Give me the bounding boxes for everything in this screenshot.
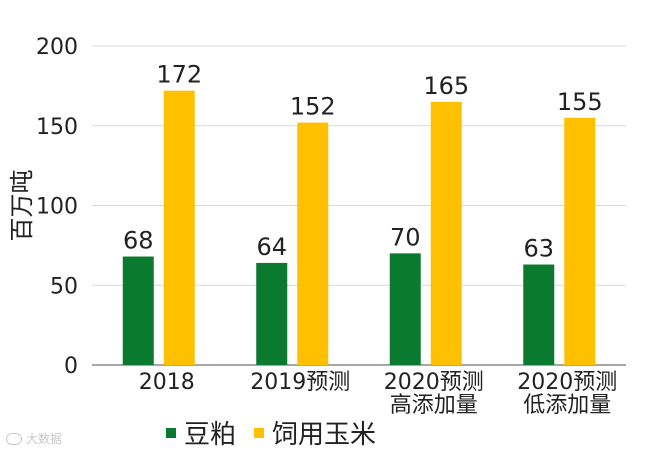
- legend-label-soymeal: 豆粕: [184, 420, 237, 450]
- legend-swatch-soymeal: [166, 427, 176, 438]
- y-tick-label-50: 50: [50, 274, 78, 299]
- y-axis-label: 百万吨: [8, 170, 36, 242]
- legend-item-soymeal: 豆粕: [166, 414, 236, 451]
- bar-soymeal-2: [389, 253, 421, 365]
- legend-swatch-feed-corn: [254, 427, 265, 438]
- data-label-feed-corn-0: 172: [156, 61, 202, 89]
- data-label-feed-corn-2: 165: [423, 72, 469, 100]
- x-tick-label-3-line2: 低添加量: [523, 393, 611, 418]
- data-label-soymeal-3: 63: [523, 235, 554, 263]
- watermark: 大数据: [6, 430, 62, 447]
- bar-feed-corn-3: [564, 117, 596, 366]
- watermark-icon: [6, 432, 22, 445]
- legend-item-feed-corn: 饲用玉米: [254, 414, 376, 451]
- bar-feed-corn-2: [430, 101, 462, 365]
- legend-label-feed-corn: 饲用玉米: [272, 420, 377, 450]
- x-tick-label-2: 2020预测: [384, 370, 484, 395]
- bar-soymeal-0: [122, 256, 154, 365]
- x-tick-label-2-line2: 高添加量: [390, 393, 478, 418]
- data-label-soymeal-0: 68: [123, 227, 154, 255]
- data-label-feed-corn-3: 155: [557, 88, 603, 116]
- data-label-soymeal-1: 64: [256, 233, 287, 261]
- x-tick-label-0: 2018: [139, 370, 195, 395]
- bar-soymeal-1: [256, 262, 288, 365]
- y-tick-label-150: 150: [36, 115, 78, 140]
- bar-feed-corn-0: [163, 90, 195, 365]
- bar-feed-corn-1: [297, 122, 329, 365]
- bar-soymeal-3: [523, 264, 555, 365]
- y-tick-label-100: 100: [36, 195, 78, 220]
- y-tick-label-0: 0: [64, 354, 78, 379]
- x-tick-label-3: 2020预测: [517, 370, 617, 395]
- watermark-text: 大数据: [26, 432, 63, 446]
- y-tick-label-200: 200: [36, 35, 78, 60]
- legend: 豆粕 饲用玉米: [166, 414, 376, 451]
- data-label-soymeal-2: 70: [390, 223, 421, 251]
- data-label-feed-corn-1: 152: [290, 93, 336, 121]
- x-tick-label-1: 2019预测: [250, 370, 350, 395]
